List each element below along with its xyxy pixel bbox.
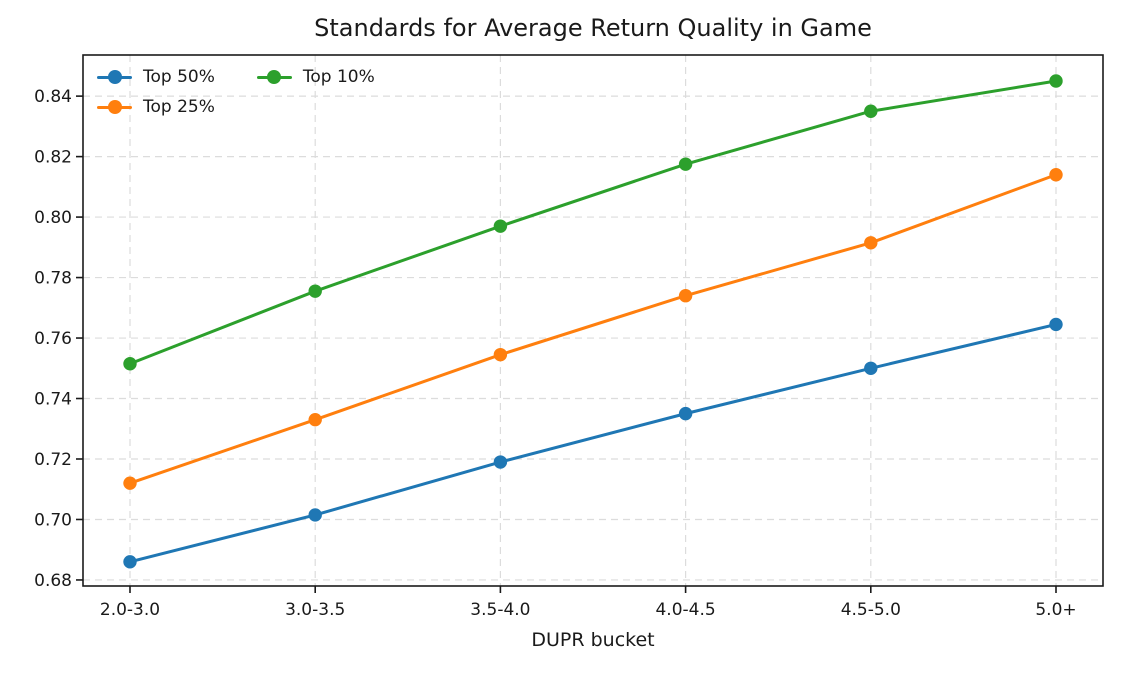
data-point-top-10-4-5-5-0: [864, 104, 878, 118]
y-tick-label: 0.84: [34, 87, 72, 107]
data-point-top-25-3-0-3-5: [308, 412, 322, 427]
y-tick-label: 0.68: [34, 571, 72, 591]
x-axis-label: DUPR bucket: [531, 629, 655, 651]
y-tick-label: 0.78: [34, 269, 72, 289]
legend-item-top-10: Top 10%: [256, 67, 375, 87]
data-point-top-10-3-5-4-0: [493, 219, 508, 233]
data-point-top-10-4-0-4-5: [678, 157, 693, 171]
data-point-top-25-5-0: [1049, 168, 1063, 182]
data-point-top-25-4-0-4-5: [678, 289, 693, 303]
data-point-top-50-4-5-5-0: [864, 361, 878, 375]
legend-label: Top 25%: [143, 97, 215, 117]
data-point-top-50-4-0-4-5: [678, 406, 693, 421]
y-tick-label: 0.70: [34, 510, 72, 530]
data-point-top-50-3-0-3-5: [308, 508, 322, 522]
x-tick-label-3-5-4-0: 3.5-4.0: [470, 600, 530, 620]
x-tick-label-4-0-4-5: 4.0-4.5: [655, 600, 715, 620]
data-point-top-10-2-0-3-0: [123, 357, 137, 371]
y-tick-label: 0.74: [34, 390, 72, 410]
data-point-top-50-2-0-3-0: [123, 555, 137, 569]
legend-marker-top-25: [97, 100, 132, 114]
legend-label: Top 10%: [302, 67, 375, 87]
data-point-top-50-3-5-4-0: [493, 455, 508, 469]
data-point-top-10-5-0: [1049, 74, 1063, 88]
series-line-top-25: [128, 173, 1058, 485]
legend-label: Top 50%: [143, 67, 215, 87]
data-point-top-25-2-0-3-0: [123, 476, 137, 490]
y-tick-label: 0.80: [34, 208, 72, 228]
series-line-top-10: [128, 79, 1058, 366]
y-tick-label: 0.76: [34, 329, 72, 349]
chart-title: Standards for Average Return Quality in …: [314, 14, 872, 42]
plot-border: [82, 54, 1104, 587]
legend-item-top-50: Top 50%: [97, 67, 215, 87]
legend-marker-top-10: [256, 70, 292, 84]
legend-item-top-25: Top 25%: [97, 97, 215, 117]
x-tick-label-2-0-3-0: 2.0-3.0: [100, 600, 160, 620]
data-point-top-25-3-5-4-0: [493, 347, 508, 362]
y-tick-label: 0.72: [34, 450, 72, 470]
data-point-top-10-3-0-3-5: [308, 284, 322, 298]
chart-legend: Top 50% Top 25% Top 10%: [97, 62, 375, 122]
x-tick-label-4-5-5-0: 4.5-5.0: [841, 600, 901, 620]
y-tick-label: 0.82: [34, 148, 72, 168]
x-tick-label-3-0-3-5: 3.0-3.5: [285, 600, 345, 620]
data-point-top-25-4-5-5-0: [864, 236, 878, 250]
legend-marker-top-50: [97, 70, 132, 84]
series-line-top-50: [128, 322, 1058, 564]
data-point-top-50-5-0: [1049, 317, 1063, 332]
x-tick-label-5-0: 5.0+: [1035, 600, 1076, 620]
